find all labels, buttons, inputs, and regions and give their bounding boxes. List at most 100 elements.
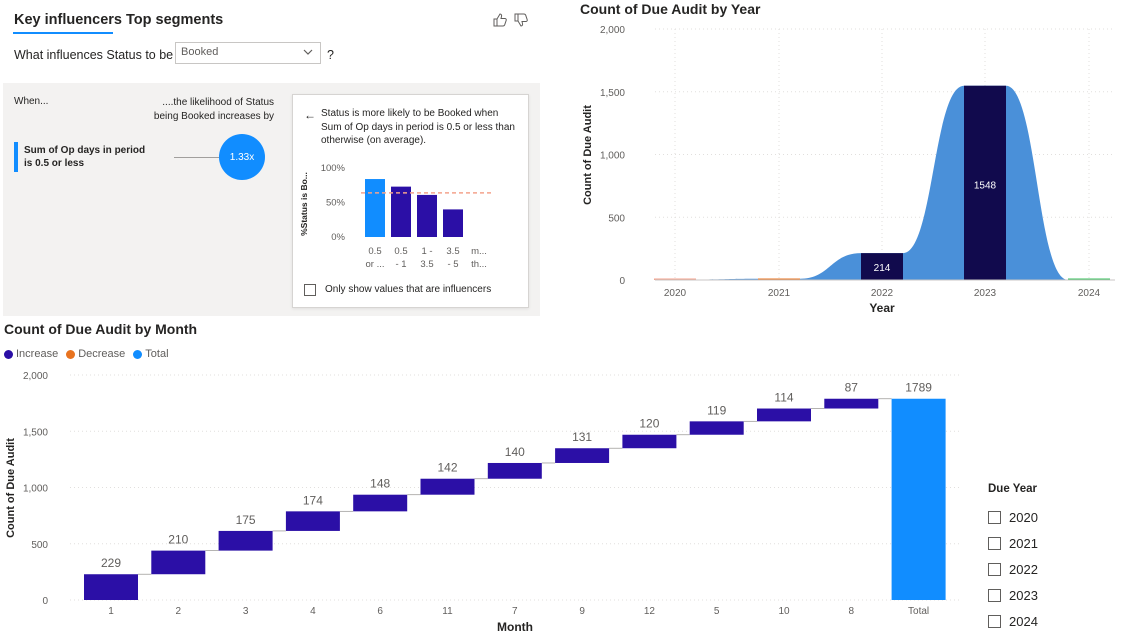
waterfall-data-label: 140 [505, 445, 525, 459]
month-x-tick: 7 [512, 606, 518, 617]
waterfall-bar[interactable] [285, 511, 340, 531]
detail-description: Status is more likely to be Booked when … [321, 108, 515, 146]
year-bar[interactable] [1068, 278, 1110, 281]
year-bar[interactable] [758, 278, 800, 281]
back-arrow-icon[interactable]: ← [304, 108, 316, 122]
month-y-tick: 0 [42, 596, 48, 607]
slicer-checkbox[interactable] [988, 562, 1001, 576]
month-y-tick: 1,500 [23, 427, 48, 438]
legend-item[interactable]: Decrease [66, 348, 125, 360]
slicer-title: Due Year [988, 483, 1038, 495]
mini-bar[interactable] [391, 186, 411, 237]
waterfall-bar[interactable] [420, 478, 475, 495]
month-x-axis-label: Month [497, 620, 533, 634]
slicer-label: 2023 [1009, 587, 1038, 603]
year-bar[interactable] [654, 278, 696, 281]
waterfall-bar[interactable] [151, 550, 206, 575]
only-influencers-checkbox[interactable] [304, 284, 316, 296]
active-tab-indicator [13, 32, 113, 34]
month-x-tick: 12 [644, 606, 656, 617]
month-x-tick: Total [908, 606, 929, 617]
legend-label: Total [145, 348, 169, 360]
influencer-column-chart: %Status is Bo... 100% 50% 0% 0.5 or ... 0.5 - 1… [299, 163, 493, 270]
mini-x-tick: th... [471, 259, 487, 270]
month-y-axis-label: Count of Due Audit [5, 438, 17, 538]
slicer-checkbox[interactable] [988, 536, 1001, 550]
year-chart-title: Count of Due Audit by Year [580, 1, 761, 17]
waterfall-bar[interactable] [757, 408, 811, 422]
year-data-label: 1548 [974, 181, 997, 192]
legend-item[interactable]: Total [133, 348, 169, 360]
mini-y-tick: 0% [331, 232, 345, 243]
mini-bar[interactable] [365, 179, 385, 237]
waterfall-data-label: 119 [707, 403, 726, 417]
key-influencers-visual: Key influencers Top segments What influe… [0, 0, 545, 318]
mini-bar[interactable] [417, 194, 437, 237]
tab-top-segments[interactable]: Top segments [126, 12, 224, 28]
waterfall-data-label: 174 [303, 493, 323, 507]
year-x-tick: 2021 [768, 288, 791, 299]
month-x-tick: 8 [849, 606, 855, 617]
due-year-slicer: Due Year 2020 2021 2022 2023 2024 [988, 483, 1068, 634]
thumbs-up-icon[interactable] [492, 12, 508, 28]
tab-key-influencers[interactable]: Key influencers [14, 12, 122, 28]
legend-item[interactable]: Increase [4, 348, 58, 360]
year-bar[interactable] [964, 85, 1006, 280]
year-bar[interactable] [861, 253, 903, 280]
mini-x-tick: - 1 [395, 259, 406, 270]
waterfall-bar[interactable] [218, 530, 273, 551]
month-x-tick: 10 [778, 606, 790, 617]
waterfall-bar[interactable] [84, 574, 138, 600]
legend-dot [66, 349, 76, 359]
waterfall-data-label: 131 [572, 430, 592, 444]
likelihood-label: ....the likelihood of Status being Booke… [153, 97, 274, 122]
thumbs-down-icon[interactable] [513, 12, 529, 28]
only-influencers-label: Only show values that are influencers [325, 284, 492, 295]
question-label: What influences Status to be [14, 48, 174, 62]
slicer-item[interactable]: 2022 [988, 556, 1068, 582]
waterfall-bar[interactable] [689, 421, 744, 435]
year-y-tick: 1,000 [600, 151, 625, 162]
slicer-item[interactable]: 2021 [988, 530, 1068, 556]
slicer-label: 2020 [1009, 509, 1038, 525]
waterfall-bar[interactable] [555, 448, 610, 463]
year-y-tick: 500 [608, 213, 625, 224]
waterfall-data-label: 229 [101, 556, 121, 570]
year-y-tick: 1,500 [600, 88, 625, 99]
year-data-label: 214 [874, 263, 891, 274]
status-dropdown[interactable]: Booked [175, 42, 321, 64]
mini-x-tick: 0.5 [394, 246, 407, 257]
factor-bubble[interactable]: 1.33x [219, 134, 265, 180]
mini-x-tick: - 5 [447, 259, 458, 270]
month-y-tick: 1,000 [23, 484, 48, 495]
mini-y-tick: 100% [321, 163, 346, 174]
mini-y-tick: 50% [326, 198, 346, 209]
when-label: When... [14, 96, 49, 107]
slicer-item[interactable]: 2023 [988, 582, 1068, 608]
factor-value: 1.33x [229, 151, 255, 163]
slicer-checkbox[interactable] [988, 510, 1001, 524]
waterfall-bar[interactable] [487, 462, 542, 479]
waterfall-bar[interactable] [353, 494, 408, 512]
year-area-chart: 0 500 1,000 1,500 2,000 Count of Due Audit Yea… [582, 25, 1115, 315]
slicer-checkbox[interactable] [988, 588, 1001, 602]
legend-dot [4, 349, 13, 359]
connector-line [174, 157, 219, 158]
mini-x-tick: 3.5 [446, 246, 459, 257]
influencer-item[interactable]: Sum of Op days in period is 0.5 or less [24, 145, 146, 169]
year-y-tick: 2,000 [600, 25, 625, 36]
waterfall-bar[interactable] [622, 434, 677, 449]
waterfall-data-label: 148 [370, 477, 390, 491]
slicer-item[interactable]: 2024 [988, 608, 1068, 634]
waterfall-bar[interactable] [824, 398, 879, 409]
slicer-checkbox[interactable] [988, 614, 1001, 628]
slicer-item[interactable]: 2020 [988, 504, 1068, 530]
slicer-label: 2024 [1009, 613, 1038, 629]
waterfall-data-label: 1789 [905, 381, 932, 395]
waterfall-data-label: 142 [437, 461, 457, 475]
month-x-tick: 9 [579, 606, 585, 617]
waterfall-bar[interactable] [891, 398, 946, 600]
legend-label: Increase [16, 348, 59, 360]
mini-bar[interactable] [443, 209, 463, 237]
mini-y-axis-label: %Status is Bo... [299, 172, 309, 236]
